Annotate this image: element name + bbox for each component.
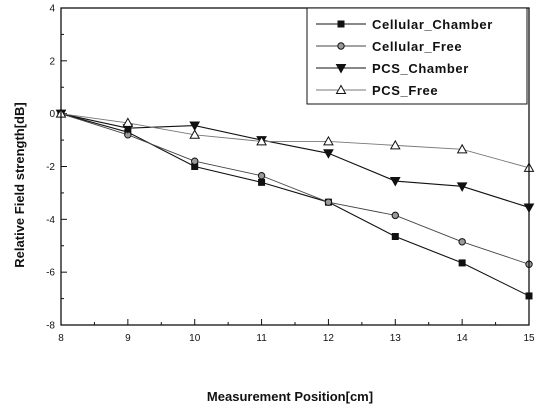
data-point — [256, 135, 267, 146]
tick-labels: 8 9 10 11 12 13 14 15 -8 -6 -4 -2 0 2 4 — [46, 4, 535, 345]
series-line — [60, 113, 530, 169]
legend-label: PCS_Free — [372, 83, 438, 98]
data-point — [323, 135, 334, 146]
data-point — [391, 211, 399, 220]
x-tick-label: 15 — [523, 333, 535, 344]
data-point — [391, 233, 399, 241]
x-tick-label: 10 — [189, 333, 201, 344]
y-tick-label: -4 — [46, 215, 55, 226]
series-line — [60, 113, 530, 208]
legend-label: Cellular_Chamber — [372, 17, 493, 32]
data-point — [389, 177, 401, 187]
data-point — [458, 259, 466, 267]
legend-marker — [335, 64, 347, 74]
legend: Cellular_Chamber Cellular_Free PCS_Chamber… — [306, 7, 528, 105]
x-tick-label: 9 — [125, 333, 131, 344]
data-point — [456, 143, 468, 154]
y-tick-label: -8 — [46, 321, 55, 332]
y-tick-label: 2 — [49, 56, 55, 67]
series-line — [60, 113, 530, 297]
y-tick-label: 4 — [49, 4, 55, 15]
legend-entry: Cellular_Free — [316, 39, 462, 54]
data-point — [189, 121, 201, 132]
legend-label: PCS_Chamber — [372, 61, 469, 76]
legend-marker — [337, 20, 345, 28]
x-tick-label: 13 — [390, 333, 402, 344]
y-tick-label: -6 — [46, 268, 55, 279]
legend-entry: Cellular_Chamber — [316, 17, 493, 32]
legend-label: Cellular_Free — [372, 39, 462, 54]
data-point — [189, 129, 201, 139]
data-point — [389, 139, 401, 150]
legend-box — [306, 7, 528, 105]
y-tick-label: 0 — [49, 109, 55, 120]
data-point — [258, 178, 266, 186]
legend-marker — [335, 84, 347, 94]
x-axis-title: Measurement Position[cm] — [207, 389, 373, 404]
data-point — [458, 238, 466, 246]
data-point — [323, 149, 334, 159]
plot-frame — [60, 7, 530, 326]
x-tick-label: 12 — [323, 333, 335, 344]
series-Cellular_Chamber — [57, 110, 533, 300]
series-PCS_Free — [55, 108, 535, 172]
series-line — [60, 113, 530, 265]
legend-entry: PCS_Chamber — [316, 61, 469, 76]
series-layer — [55, 108, 535, 300]
y-axis-title: Relative Field strength[dB] — [12, 102, 27, 267]
data-point — [456, 182, 468, 192]
legend-entry: PCS_Free — [316, 83, 438, 98]
data-point — [191, 157, 199, 165]
y-tick-label: -2 — [46, 162, 55, 173]
x-tick-label: 14 — [457, 333, 469, 344]
data-point — [122, 117, 134, 127]
x-tick-label: 8 — [58, 333, 64, 344]
legend-marker — [337, 42, 345, 50]
data-point — [257, 172, 266, 180]
x-tick-label: 11 — [256, 333, 267, 344]
data-point — [324, 198, 333, 206]
